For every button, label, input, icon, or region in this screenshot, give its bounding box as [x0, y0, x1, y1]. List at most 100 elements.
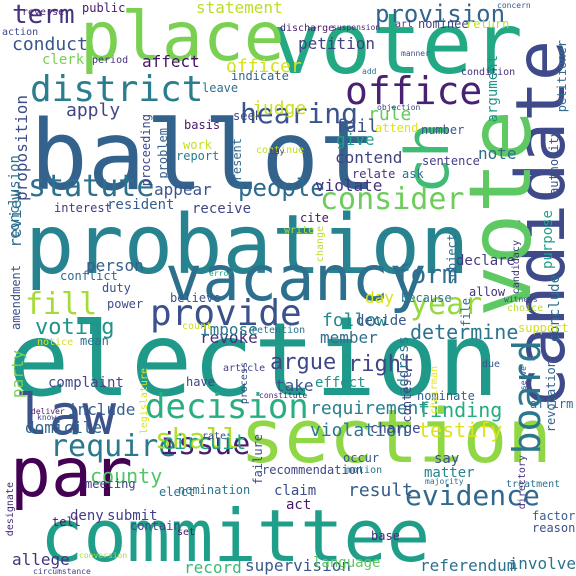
word-indicate: indicate	[231, 69, 289, 83]
word-add: add	[362, 67, 377, 76]
word-complaint: complaint	[48, 375, 124, 391]
word-chairman: chairman	[429, 366, 440, 415]
word-rate: rate	[202, 431, 227, 442]
word-provision: provision	[375, 0, 506, 28]
word-have: have	[186, 375, 215, 389]
word-receive: receive	[192, 201, 252, 217]
word-reverse: reverse	[22, 7, 65, 18]
word-legislature: legislature	[139, 368, 150, 435]
word-finding: finding	[418, 398, 503, 422]
word-affirm: affirm	[530, 397, 574, 411]
word-say: say	[434, 451, 460, 467]
word-objection: objection	[377, 103, 421, 112]
word-discharge: discharge	[280, 23, 335, 34]
word-conflict: conflict	[60, 269, 118, 283]
word-result: result	[348, 480, 414, 501]
word-meeting: meeting	[85, 477, 136, 491]
word-duty: duty	[102, 281, 131, 295]
word-tell: tell	[52, 515, 81, 529]
word-designate: designate	[5, 482, 16, 537]
word-error: error	[209, 269, 234, 278]
word-suspension: suspension	[332, 23, 381, 32]
word-candidacy: candidacy	[511, 240, 522, 295]
word-office: office	[345, 69, 483, 113]
word-ballot: ballot	[30, 100, 377, 212]
word-continue: continue	[256, 145, 305, 156]
word-constitute: constitute	[259, 391, 308, 400]
word-conclusion: conclusion	[7, 155, 23, 240]
word-officer: officer	[226, 56, 302, 77]
word-failure: failure	[251, 434, 265, 485]
word-return: return	[466, 17, 510, 31]
word-act: act	[286, 497, 312, 513]
word-fail: fail	[335, 116, 379, 137]
word-file: file	[459, 298, 473, 327]
word-process: process	[239, 362, 250, 405]
word-testify: testify	[418, 418, 503, 442]
word-apply: apply	[66, 100, 121, 121]
word-section: section	[240, 394, 552, 480]
word-requirement: requirement	[310, 398, 430, 419]
word-manner: manner	[401, 49, 430, 58]
word-issue: issue	[160, 427, 251, 462]
word-take: take	[275, 376, 314, 395]
word-subject: subject	[445, 234, 459, 285]
word-follow: follow	[322, 310, 388, 331]
word-notice: notice	[37, 337, 74, 348]
word-place: place	[80, 0, 285, 77]
word-right: right	[348, 352, 415, 377]
word-may: may	[270, 147, 285, 156]
word-committee: committee	[40, 494, 431, 576]
word-affect: affect	[142, 52, 200, 71]
word-violate: violate	[315, 176, 383, 195]
word-contain: contain	[130, 519, 181, 533]
word-revoke: revoke	[200, 328, 258, 347]
word-supervision: supervision	[245, 556, 351, 575]
word-record: record	[184, 558, 242, 576]
word-nominate: nominate	[417, 389, 475, 403]
word-know: know	[37, 413, 57, 422]
word-article: article	[223, 363, 266, 374]
word-elect: elect	[159, 485, 196, 499]
word-change: change	[315, 226, 326, 263]
word-conversion: conversion	[79, 551, 128, 560]
word-party: party	[8, 350, 27, 399]
word-choice: choice	[507, 303, 544, 314]
word-evidence: evidence	[405, 479, 540, 512]
word-effect: effect	[315, 375, 366, 391]
word-art: art	[395, 19, 414, 30]
word-purpose: purpose	[540, 210, 556, 270]
word-matter: matter	[424, 465, 475, 481]
word-person: person	[86, 256, 144, 275]
word-support: support	[518, 321, 569, 335]
word-treatment: treatment	[506, 479, 561, 490]
word-nominee: nominee	[418, 17, 469, 31]
word-election: election	[8, 301, 500, 420]
word-district: district	[30, 69, 204, 110]
word-note: note	[478, 144, 517, 163]
word-retention: retention	[251, 325, 306, 336]
word-basis: basis	[184, 118, 221, 132]
word-period: period	[92, 55, 129, 66]
word-base: base	[371, 529, 400, 543]
word-clerk: clerk	[42, 52, 85, 68]
word-circumstance: circumstance	[33, 567, 91, 576]
word-referendum: referendum	[420, 556, 517, 575]
word-shall: shall	[155, 422, 240, 455]
word-petitioner: petitioner	[555, 40, 569, 113]
word-resident: resident	[107, 197, 175, 213]
word-petition: petition	[298, 34, 376, 53]
word-require: require	[50, 429, 177, 464]
word-argue: argue	[270, 350, 337, 375]
word-conduct: conduct	[12, 34, 88, 55]
word-probation: probation	[25, 198, 470, 293]
word-argument: argument	[485, 55, 501, 123]
word-voter: voter	[270, 0, 523, 93]
word-charge: charge	[370, 421, 421, 437]
word-allege: allege	[12, 550, 70, 569]
word-consider: consider	[320, 182, 465, 217]
word-determine: determine	[410, 320, 519, 344]
word-nomination: nomination	[178, 483, 251, 497]
word-work: work	[183, 138, 212, 152]
